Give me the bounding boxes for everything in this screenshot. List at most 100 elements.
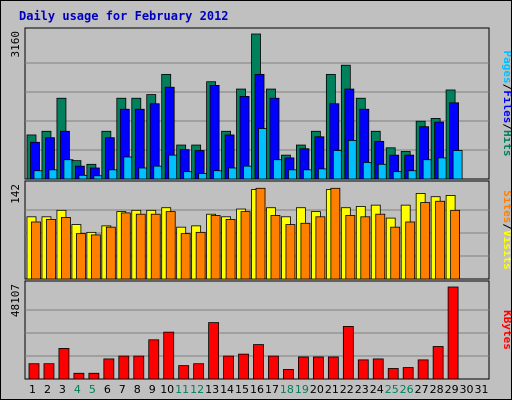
chart-title: Daily usage for February 2012: [19, 9, 229, 23]
bar-kbytes-day-13: [208, 322, 220, 380]
bar-sites-day-20: [315, 216, 326, 280]
legend-separator: /: [501, 223, 511, 230]
legend-entry-pages: Pages: [501, 51, 511, 84]
x-tick-label-day-7: 7: [119, 383, 126, 396]
bar-sites-day-22: [345, 215, 356, 280]
bar-sites-day-6: [105, 226, 116, 280]
bar-sites-day-12: [195, 231, 206, 280]
bar-kbytes-day-21: [327, 356, 339, 380]
bar-kbytes-day-11: [178, 365, 190, 380]
bar-kbytes-day-7: [118, 355, 130, 380]
x-tick-label-day-5: 5: [89, 383, 96, 396]
legend-entry-hits: Hits: [501, 130, 511, 157]
x-tick-label-day-1: 1: [29, 383, 36, 396]
bar-kbytes-day-10: [163, 331, 175, 380]
bar-kbytes-day-18: [283, 369, 294, 380]
x-tick-label-day-11: 11: [175, 383, 189, 396]
x-tick-label-day-21: 21: [325, 383, 339, 396]
x-tick-label-day-28: 28: [430, 383, 444, 396]
x-tick-label-day-30: 30: [460, 383, 474, 396]
panel-kbytes-legend: KBytes: [501, 310, 511, 350]
x-tick-label-day-13: 13: [205, 383, 219, 396]
bar-kbytes-day-25: [387, 368, 399, 380]
bar-pages-day-29: [452, 150, 463, 180]
x-tick-label-day-19: 19: [295, 383, 309, 396]
x-tick-label-day-14: 14: [220, 383, 234, 396]
x-tick-label-day-23: 23: [355, 383, 369, 396]
bar-kbytes-day-23: [357, 359, 369, 380]
x-tick-label-day-24: 24: [370, 383, 384, 396]
bar-kbytes-day-28: [432, 346, 444, 380]
bar-sites-day-5: [90, 234, 101, 280]
bar-sites-day-9: [150, 213, 161, 280]
bar-sites-day-17: [270, 215, 281, 280]
bar-kbytes-day-9: [148, 339, 160, 380]
x-tick-label-day-16: 16: [250, 383, 264, 396]
bar-kbytes-day-27: [417, 359, 429, 380]
x-tick-label-day-15: 15: [235, 383, 249, 396]
bar-sites-day-4: [76, 233, 86, 280]
bar-sites-day-28: [435, 200, 446, 280]
bar-kbytes-day-6: [103, 358, 115, 380]
bar-sites-day-27: [420, 202, 431, 280]
bar-sites-day-7: [120, 212, 131, 280]
bar-kbytes-day-2: [43, 363, 55, 380]
bar-kbytes-day-17: [268, 355, 279, 380]
x-tick-label-day-2: 2: [44, 383, 51, 396]
x-tick-label-day-20: 20: [310, 383, 324, 396]
x-tick-label-day-22: 22: [340, 383, 354, 396]
x-tick-label-day-26: 26: [400, 383, 414, 396]
bar-sites-day-16: [255, 187, 266, 280]
x-tick-label-day-6: 6: [104, 383, 111, 396]
x-tick-label-day-31: 31: [475, 383, 489, 396]
bar-sites-day-26: [405, 221, 416, 280]
x-tick-label-day-4: 4: [74, 383, 81, 396]
bar-sites-day-21: [330, 187, 341, 280]
legend-entry-sites: Sites: [501, 190, 511, 223]
bar-kbytes-day-19: [298, 356, 309, 380]
bar-kbytes-day-26: [402, 367, 414, 380]
bar-sites-day-23: [360, 216, 371, 280]
bar-sites-day-3: [61, 217, 71, 280]
bar-sites-day-19: [300, 222, 311, 280]
bar-files-day-13: [209, 84, 220, 180]
bar-kbytes-day-20: [312, 356, 324, 380]
legend-entry-kbytes: KBytes: [501, 310, 511, 350]
panel-hits-files-pages-legend: Pages/Files/Hits: [501, 51, 511, 157]
x-tick-label-day-12: 12: [190, 383, 204, 396]
bar-sites-day-8: [135, 213, 146, 280]
panel-kbytes-ymax-label: 48107: [9, 284, 22, 317]
panel-visits-sites-legend: Sites/Visits: [501, 190, 511, 270]
x-tick-label-day-27: 27: [415, 383, 429, 396]
x-tick-label-day-8: 8: [134, 383, 141, 396]
bar-kbytes-day-12: [193, 363, 205, 380]
bar-kbytes-day-29: [447, 286, 459, 380]
bar-sites-day-29: [450, 209, 460, 280]
bar-kbytes-day-1: [28, 363, 40, 380]
bar-kbytes-day-4: [73, 372, 85, 380]
bar-sites-day-11: [180, 233, 191, 280]
bar-kbytes-day-15: [238, 353, 249, 380]
bar-kbytes-day-5: [88, 372, 100, 380]
panel-visits-sites-ymax-label: 142: [9, 184, 22, 204]
bar-kbytes-day-16: [253, 344, 264, 380]
bar-kbytes-day-24: [372, 358, 384, 380]
bar-sites-day-1: [31, 221, 41, 280]
bar-sites-day-2: [46, 218, 56, 280]
bar-kbytes-day-3: [58, 348, 70, 380]
x-tick-label-day-9: 9: [149, 383, 156, 396]
x-tick-label-day-17: 17: [265, 383, 279, 396]
bar-sites-day-10: [165, 211, 176, 280]
x-tick-label-day-18: 18: [280, 383, 294, 396]
bar-sites-day-15: [240, 211, 251, 280]
x-tick-label-day-25: 25: [385, 383, 399, 396]
bar-sites-day-24: [375, 213, 386, 280]
bar-sites-day-13: [210, 215, 221, 280]
bar-kbytes-day-8: [133, 355, 145, 380]
x-tick-label-day-29: 29: [445, 383, 459, 396]
x-tick-label-day-10: 10: [160, 383, 174, 396]
bar-kbytes-day-22: [342, 326, 354, 380]
bar-sites-day-25: [390, 226, 401, 280]
panel-hits-files-pages-ymax-label: 3160: [9, 31, 22, 58]
